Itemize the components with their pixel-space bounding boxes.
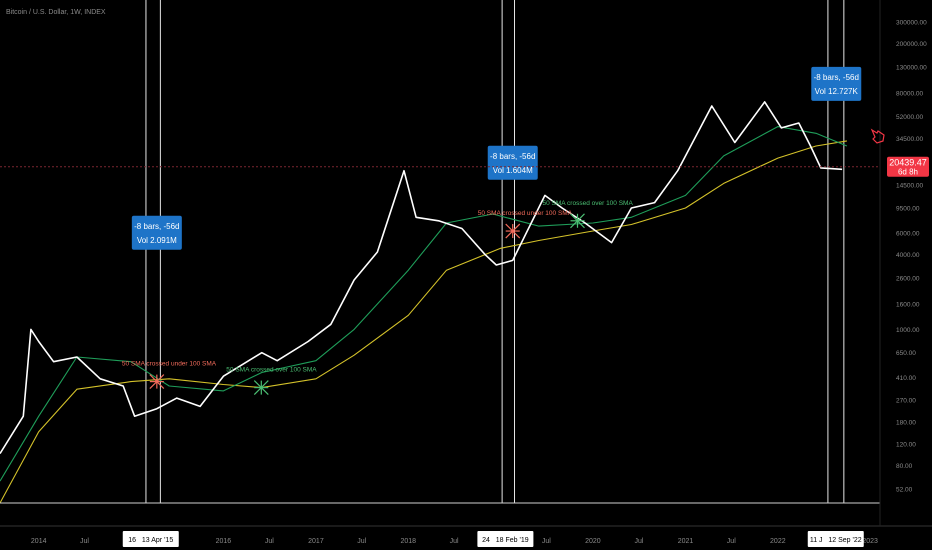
- price-axis-tick-label: 120.00: [896, 441, 916, 448]
- price-axis-tick-label: 80000.00: [896, 91, 923, 98]
- range-box-bars: -8 bars, -56d: [814, 73, 859, 82]
- time-highlight-background: [807, 531, 864, 547]
- time-axis-highlights: 16 13 Apr '15 24 18 Feb '19 11 J 12 Sep '2…: [122, 531, 864, 547]
- sma100-line: [0, 140, 847, 504]
- sma50-line: [0, 126, 848, 482]
- cross-annotation-label: 50 SMA crossed under 100 SMA: [122, 361, 217, 368]
- price-axis-tick-label: 270.00: [896, 398, 916, 405]
- time-highlight-background: [122, 531, 179, 547]
- price-axis-tick-label: 130000.00: [896, 64, 927, 71]
- time-axis-tick-label: 2018: [400, 538, 416, 545]
- range-box-volume: Vol 1.604M: [493, 166, 533, 175]
- price-axis-tick-label: 2600.00: [896, 275, 920, 282]
- range-box-background: [487, 145, 538, 180]
- time-axis-tick-label: Jul: [634, 538, 643, 545]
- price-line: [0, 101, 843, 455]
- alert-hand-icon[interactable]: [870, 128, 885, 144]
- price-label-countdown: 6d 8h: [898, 168, 918, 177]
- range-box-background: [811, 66, 862, 101]
- price-axis-tick-label: 6000.00: [896, 230, 920, 237]
- price-label-value: 20439.47: [889, 158, 927, 168]
- time-axis-tick-label: Jul: [542, 538, 551, 545]
- range-info-boxes: -8 bars, -56d Vol 2.091M -8 bars, -56d Vol …: [131, 66, 862, 250]
- price-axis-tick-label: 1000.00: [896, 327, 920, 334]
- price-axis-tick-label: 9500.00: [896, 206, 920, 213]
- price-axis-tick-label: 410.00: [896, 375, 916, 382]
- cross-annotation-label: 50 SMA crossed over 100 SMA: [542, 200, 633, 207]
- symbol-title: Bitcoin / U.S. Dollar, 1W, INDEX: [6, 9, 106, 16]
- price-axis-tick-label: 80.00: [896, 463, 913, 470]
- time-axis-tick-label: Jul: [357, 538, 366, 545]
- price-axis-tick-label: 14500.00: [896, 183, 923, 190]
- time-axis-tick-label: 2016: [216, 538, 232, 545]
- time-highlight-label: 16 13 Apr '15: [128, 537, 173, 544]
- range-box-bars: -8 bars, -56d: [490, 152, 535, 161]
- price-axis-tick-label: 200000.00: [896, 41, 927, 48]
- sma100-series: [0, 140, 847, 504]
- cross-annotation-label: 50 SMA crossed over 100 SMA: [226, 367, 317, 374]
- range-box-volume: Vol 2.091M: [137, 236, 177, 245]
- time-axis-tick-label: 2020: [585, 538, 601, 545]
- price-axis-tick-label: 4000.00: [896, 252, 920, 259]
- time-axis-tick-label: 2023: [862, 538, 878, 545]
- price-axis-tick-label: 1600.00: [896, 302, 920, 309]
- price-axis-tick-label: 300000.00: [896, 19, 927, 26]
- time-axis-tick-label: 2022: [770, 538, 786, 545]
- time-axis-tick-label: Jul: [265, 538, 274, 545]
- cross-annotation-label: 50 SMA crossed under 100 SMA: [478, 210, 573, 217]
- price-axis-tick-label: 650.00: [896, 350, 916, 357]
- price-series: [0, 101, 843, 455]
- price-axis-tick-label: 52.00: [896, 486, 913, 493]
- range-box-volume: Vol 12.727K: [815, 87, 859, 96]
- time-axis-tick-label: 2021: [678, 538, 694, 545]
- time-highlight-label: 11 J 12 Sep '22: [810, 537, 862, 544]
- sma50-series: [0, 126, 848, 482]
- price-axis-tick-label: 180.00: [896, 419, 916, 426]
- time-axis-tick-label: Jul: [80, 538, 89, 545]
- price-label: 20439.47 6d 8h: [887, 156, 929, 177]
- range-box-bars: -8 bars, -56d: [134, 222, 179, 231]
- time-axis-tick-label: Jul: [450, 538, 459, 545]
- time-axis-tick-label: Jul: [727, 538, 736, 545]
- price-label-background: [887, 156, 929, 177]
- time-highlight-label: 24 18 Feb '19: [482, 537, 529, 544]
- time-axis-tick-label: 2014: [31, 538, 47, 545]
- price-axis-tick-label: 52000.00: [896, 114, 923, 121]
- price-axis-tick-label: 34500.00: [896, 136, 923, 143]
- time-highlight-background: [477, 531, 534, 547]
- cross-annotations: 50 SMA crossed under 100 SMA 50 SMA cross…: [122, 200, 633, 396]
- range-box-background: [131, 215, 182, 250]
- time-axis-tick-label: 2017: [308, 538, 324, 545]
